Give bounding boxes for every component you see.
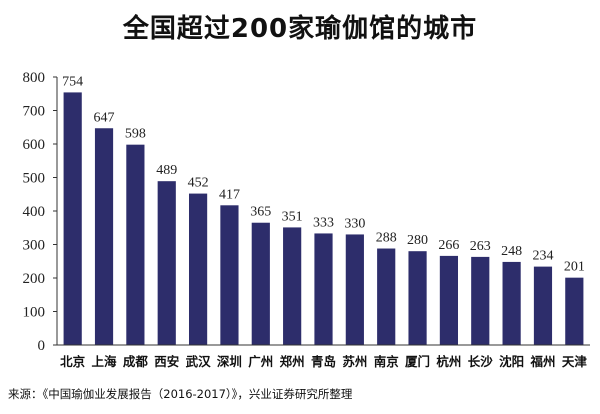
y-tick-label: 0 xyxy=(38,338,46,354)
y-tick-label: 200 xyxy=(23,271,46,287)
y-tick-label: 500 xyxy=(23,171,46,187)
bar xyxy=(188,193,208,345)
bar xyxy=(471,256,490,345)
bar xyxy=(157,181,176,345)
bar xyxy=(439,255,459,345)
bar xyxy=(502,261,521,345)
bar xyxy=(345,234,364,345)
bar xyxy=(251,222,270,345)
chart-title: 全国超过200家瑜伽馆的城市 xyxy=(122,14,478,44)
bar xyxy=(377,248,396,345)
bar-value-label: 263 xyxy=(470,239,491,254)
x-category-label: 西安 xyxy=(154,354,179,369)
x-category-label: 北京 xyxy=(60,354,86,369)
bar xyxy=(220,205,239,345)
x-category-label: 天津 xyxy=(562,354,588,369)
bar xyxy=(533,266,553,345)
x-category-label: 深圳 xyxy=(217,354,242,369)
x-category-label: 福州 xyxy=(529,354,555,369)
bar-value-label: 452 xyxy=(188,176,209,191)
y-tick-label: 800 xyxy=(23,70,46,86)
bars xyxy=(63,92,584,345)
bar xyxy=(408,251,427,345)
bar xyxy=(126,144,145,345)
bar-value-label: 754 xyxy=(62,74,83,89)
y-tick-label: 100 xyxy=(23,305,46,321)
y-axis: 0 100 200 300 400 500 600 700 800 xyxy=(23,70,58,354)
x-category-label: 青岛 xyxy=(311,354,336,369)
x-category-label: 沈阳 xyxy=(499,354,524,369)
bar-value-label: 266 xyxy=(438,238,459,253)
bar-value-label: 598 xyxy=(125,127,146,142)
bar xyxy=(314,233,333,345)
y-tick-label: 700 xyxy=(23,104,46,120)
x-category-label: 武汉 xyxy=(186,354,212,369)
bar-value-label: 288 xyxy=(376,231,397,246)
x-category-label: 苏州 xyxy=(342,354,367,369)
x-category-label: 长沙 xyxy=(468,354,494,369)
x-category-label: 杭州 xyxy=(436,354,461,369)
source-note: 来源：《中国瑜伽业发展报告（2016-2017）》，兴业证券研究所整理 xyxy=(8,387,353,401)
x-category-label: 厦门 xyxy=(405,354,430,369)
bar xyxy=(94,128,114,345)
x-category-label: 上海 xyxy=(92,354,118,369)
y-tick-label: 300 xyxy=(23,238,46,254)
bar-value-label: 280 xyxy=(407,233,428,248)
x-category-label: 广州 xyxy=(248,354,273,369)
bar xyxy=(565,277,584,345)
bar-value-label: 248 xyxy=(501,244,522,259)
bar-value-label: 489 xyxy=(156,163,177,178)
x-category-label: 郑州 xyxy=(280,354,305,369)
bar xyxy=(63,92,82,345)
bar-value-label: 365 xyxy=(250,205,271,220)
bar-value-label: 351 xyxy=(282,209,303,224)
bar-value-label: 201 xyxy=(564,260,585,275)
bar-value-label: 647 xyxy=(94,110,115,125)
x-axis: 北京 上海 成都 西安 武汉 深圳 广州 郑州 青岛 苏州 南京 厦门 杭州 长沙 沈阳 福州 天津 xyxy=(57,344,590,369)
bar-value-label: 417 xyxy=(219,187,240,202)
x-category-label: 成都 xyxy=(123,354,149,369)
bar xyxy=(283,227,302,345)
y-tick-label: 400 xyxy=(23,204,46,220)
bar-value-label: 234 xyxy=(532,249,553,264)
bar-value-label: 330 xyxy=(344,216,365,231)
value-labels: 754 647 598 489 452 417 365 351 333 330 288 280 266 2… xyxy=(62,74,585,274)
bar-value-label: 333 xyxy=(313,215,334,230)
y-tick-label: 600 xyxy=(23,137,46,153)
x-category-label: 南京 xyxy=(374,354,400,369)
